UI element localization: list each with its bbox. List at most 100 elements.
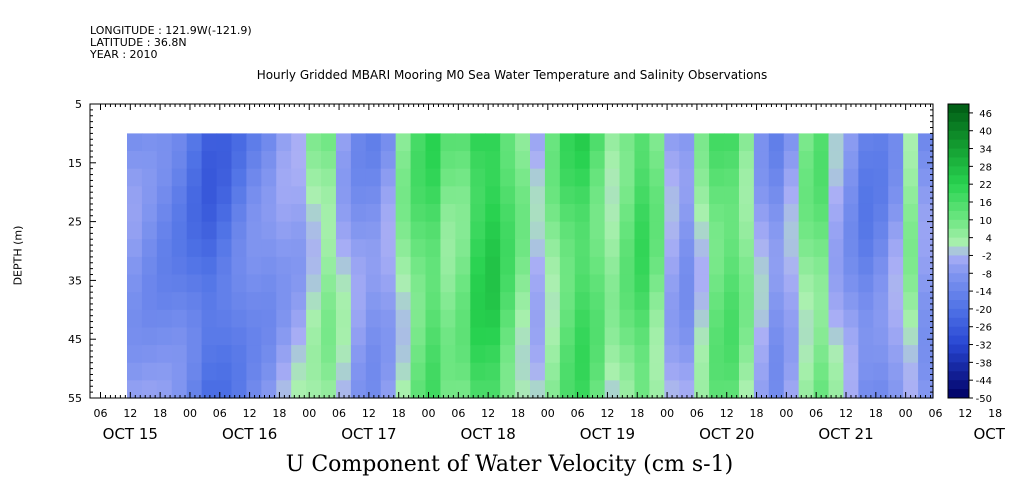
colorbar-frame (947, 103, 970, 399)
heatmap-cell (664, 345, 680, 364)
heatmap-cell (186, 345, 203, 364)
heatmap-cell (709, 327, 725, 346)
colorbar-segment (948, 300, 969, 310)
heatmap-cell (395, 203, 412, 223)
heatmap-cell (873, 221, 889, 240)
heatmap-cell (291, 151, 307, 170)
heatmap-cell (485, 362, 501, 381)
heatmap-cell (410, 345, 427, 364)
heatmap-cell (918, 168, 934, 187)
heatmap-cell (365, 327, 382, 346)
heatmap-cell (694, 203, 710, 223)
heatmap-cell (738, 327, 755, 346)
colorbar-segment (948, 255, 969, 265)
heatmap-cell (335, 151, 352, 170)
heatmap-cell (455, 345, 471, 364)
heatmap-cell (634, 380, 651, 399)
heatmap-cell (664, 380, 680, 399)
heatmap-cell (141, 292, 158, 311)
heatmap-cell (485, 221, 501, 240)
heatmap-cell (216, 256, 233, 276)
heatmap-cell (186, 168, 203, 187)
heatmap-cell (664, 186, 680, 205)
heatmap-cell (380, 292, 397, 311)
heatmap-cell (171, 345, 188, 364)
heatmap-cell (261, 168, 277, 187)
y-tick-label: 25 (68, 216, 82, 229)
heatmap-cell (380, 203, 397, 223)
heatmap-cell (843, 239, 859, 258)
heatmap-cell (515, 327, 531, 346)
heatmap-cell (261, 362, 277, 381)
heatmap-cell (724, 380, 740, 399)
heatmap-cell (604, 256, 621, 276)
heatmap-cell (425, 380, 442, 399)
heatmap-cell (231, 186, 248, 205)
heatmap-cell (261, 239, 277, 258)
x-hour-label: 12 (600, 407, 614, 420)
colorbar-segment (948, 326, 969, 337)
heatmap-cell (276, 362, 292, 381)
heatmap-cell (888, 239, 904, 258)
y-tick-label: 5 (75, 98, 82, 111)
heatmap-cell (291, 168, 307, 187)
heatmap-cell (559, 362, 576, 381)
heatmap-cell (783, 362, 800, 381)
heatmap-cell (455, 168, 471, 187)
heatmap-cell (440, 221, 456, 240)
heatmap-cell (694, 274, 710, 293)
heatmap-cell (530, 309, 546, 329)
heatmap-cell (231, 380, 248, 399)
heatmap-cell (768, 309, 785, 329)
heatmap-cell (709, 256, 725, 276)
heatmap-cell (395, 362, 412, 381)
heatmap-cell (380, 345, 397, 364)
heatmap-cell (440, 362, 456, 381)
heatmap-cell (216, 309, 233, 329)
heatmap-cell (141, 327, 158, 346)
heatmap-cell (679, 380, 695, 399)
heatmap-cell (231, 309, 248, 329)
heatmap-cell (321, 239, 337, 258)
heatmap-cell (410, 203, 427, 223)
heatmap-cell (768, 327, 785, 346)
heatmap-cell (918, 256, 934, 276)
heatmap-cell (709, 168, 725, 187)
heatmap-cell (246, 327, 262, 346)
heatmap-cell (141, 274, 158, 293)
heatmap-cell (470, 186, 486, 205)
heatmap-cell (858, 186, 874, 205)
heatmap-cell (350, 168, 367, 187)
heatmap-cell (664, 362, 680, 381)
heatmap-cell (664, 274, 680, 293)
heatmap-cell (171, 380, 188, 399)
heatmap-cell (321, 133, 337, 152)
heatmap-cell (664, 256, 680, 276)
heatmap-cell (709, 362, 725, 381)
heatmap-cell (858, 133, 874, 152)
heatmap-cell (813, 345, 830, 364)
heatmap-cell (664, 133, 680, 152)
heatmap-cell (694, 168, 710, 187)
heatmap-cell (485, 327, 501, 346)
heatmap-cell (171, 133, 188, 152)
heatmap-cell (485, 380, 501, 399)
heatmap-cell (440, 239, 456, 258)
heatmap-cell (903, 221, 919, 240)
heatmap-cell (171, 292, 188, 311)
x-hour-label: 18 (750, 407, 764, 420)
heatmap-cell (410, 221, 427, 240)
heatmap-cell (141, 239, 158, 258)
heatmap-cell (903, 274, 919, 293)
heatmap-cell (858, 345, 874, 364)
heatmap-cell (679, 151, 695, 170)
heatmap-cell (589, 292, 606, 311)
longitude-label: LONGITUDE : 121.9W(-121.9) (90, 24, 252, 37)
heatmap-cell (604, 186, 621, 205)
heatmap-cell (709, 274, 725, 293)
heatmap-cell (679, 274, 695, 293)
heatmap-cell (843, 186, 859, 205)
heatmap-cell (186, 292, 203, 311)
heatmap-cell (186, 221, 203, 240)
heatmap-cell (828, 186, 845, 205)
